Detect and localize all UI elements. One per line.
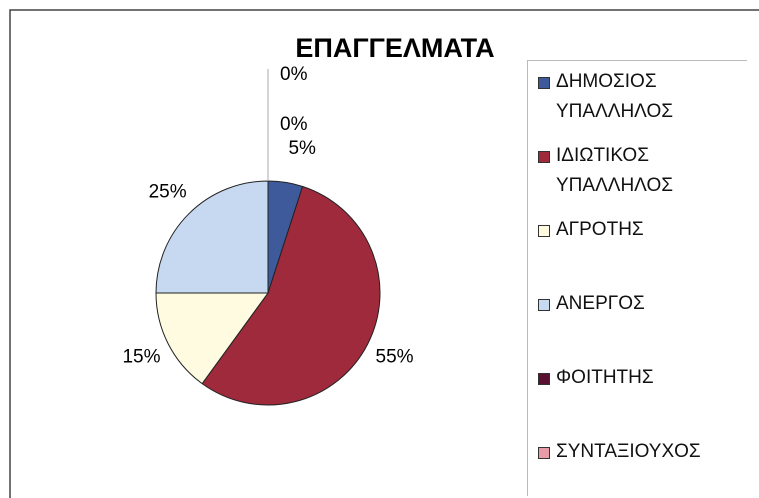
legend: ΔΗΜΟΣΙΟΣ ΥΠΑΛΛΗΛΟΣ ΙΔΙΩΤΙΚΟΣ ΥΠΑΛΛΗΛΟΣ ΑΓΡ… xyxy=(527,60,747,496)
data-label: 25% xyxy=(149,182,187,203)
legend-label: ΙΔΙΩΤΙΚΟΣ ΥΠΑΛΛΗΛΟΣ xyxy=(556,145,673,196)
legend-entry: ΙΔΙΩΤΙΚΟΣ ΥΠΑΛΛΗΛΟΣ xyxy=(538,141,743,201)
legend-entry: ΣΥΝΤΑΞΙΟΥΧΟΣ xyxy=(538,437,743,467)
legend-swatch xyxy=(538,151,550,163)
pie-slice xyxy=(155,292,269,385)
legend-label: ΣΥΝΤΑΞΙΟΥΧΟΣ xyxy=(556,441,701,462)
data-label: 0% xyxy=(280,64,308,85)
legend-swatch xyxy=(538,373,550,385)
data-label: 0% xyxy=(280,114,308,135)
pie-slice xyxy=(201,185,381,406)
legend-entry: ΦΟΙΤΗΤΗΣ xyxy=(538,363,743,393)
frame xyxy=(9,9,759,498)
chart-title: ΕΠΑΓΓΕΛΜΑΤΑ xyxy=(295,33,494,63)
legend-label: ΑΓΡΟΤΗΣ xyxy=(556,219,644,240)
legend-label: ΑΝΕΡΓΟΣ xyxy=(556,293,645,314)
legend-swatch xyxy=(538,299,550,311)
legend-label: ΔΗΜΟΣΙΟΣ ΥΠΑΛΛΗΛΟΣ xyxy=(556,71,673,122)
legend-swatch xyxy=(538,447,550,459)
legend-swatch xyxy=(538,225,550,237)
legend-entry: ΑΝΕΡΓΟΣ xyxy=(538,289,743,319)
data-label: 55% xyxy=(376,346,414,367)
data-label: 15% xyxy=(122,346,160,367)
legend-swatch xyxy=(538,77,550,89)
legend-label: ΦΟΙΤΗΤΗΣ xyxy=(556,367,654,388)
legend-entry: ΑΓΡΟΤΗΣ xyxy=(538,215,743,245)
legend-entry: ΔΗΜΟΣΙΟΣ ΥΠΑΛΛΗΛΟΣ xyxy=(538,67,743,127)
pie-slice xyxy=(155,180,269,294)
data-label: 5% xyxy=(288,138,316,159)
